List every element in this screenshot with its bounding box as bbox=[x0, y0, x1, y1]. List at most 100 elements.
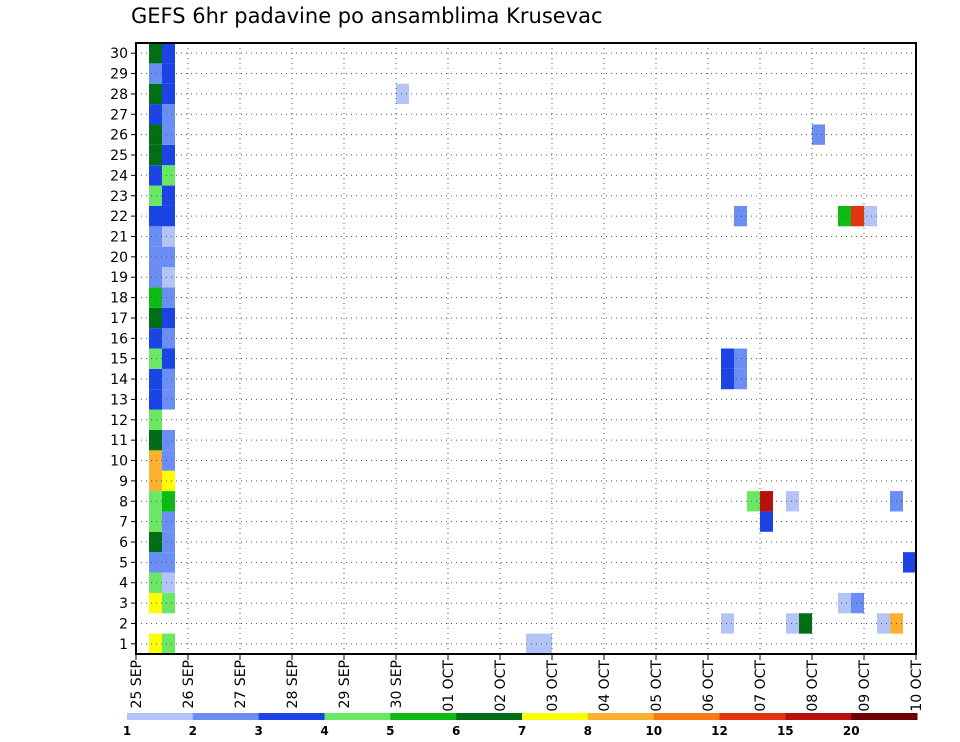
heatmap-cell bbox=[721, 368, 734, 390]
y-tick-label: 7 bbox=[119, 515, 128, 531]
y-tick-label: 27 bbox=[110, 107, 128, 123]
heatmap-cell bbox=[162, 307, 175, 329]
heatmap-cell bbox=[149, 450, 162, 471]
heatmap-cell bbox=[149, 633, 162, 654]
colorbar-label: 10 bbox=[645, 724, 662, 738]
colorbar-segment bbox=[719, 713, 786, 720]
y-tick-label: 3 bbox=[119, 596, 128, 612]
y-tick-label: 26 bbox=[110, 128, 128, 144]
heatmap-cell bbox=[162, 124, 175, 145]
heatmap-cell bbox=[149, 104, 162, 125]
y-tick-label: 23 bbox=[110, 189, 128, 205]
heatmap-cell bbox=[149, 328, 162, 349]
heatmap-cell bbox=[162, 287, 175, 308]
grid-layer bbox=[136, 43, 916, 654]
y-tick-label: 17 bbox=[110, 311, 128, 327]
colorbar-label: 12 bbox=[711, 724, 728, 738]
heatmap-cell bbox=[149, 531, 162, 553]
colorbar-label: 2 bbox=[189, 724, 197, 738]
heatmap-cell bbox=[149, 348, 162, 369]
heatmap-cell bbox=[851, 205, 864, 227]
heatmap-cell bbox=[162, 511, 175, 532]
colorbar-segment bbox=[192, 713, 260, 720]
axis-layer: 1234567891011121314151617181920212223242… bbox=[110, 46, 925, 711]
heatmap-cell bbox=[812, 124, 825, 145]
heatmap-cell bbox=[162, 552, 175, 573]
heatmap-cell bbox=[734, 348, 747, 369]
x-tick-label: 30 SEP bbox=[389, 660, 405, 708]
heatmap-cell bbox=[149, 552, 162, 573]
plot-frame bbox=[135, 42, 917, 655]
colorbar-segment bbox=[456, 713, 523, 720]
x-tick-label: 28 SEP bbox=[285, 660, 301, 708]
heatmap-cell bbox=[162, 144, 175, 166]
chart-title: GEFS 6hr padavine po ansamblima Krusevac bbox=[131, 4, 603, 28]
heatmap-cell bbox=[162, 348, 175, 369]
heatmap-cell bbox=[149, 246, 162, 268]
x-tick-label: 05 OCT bbox=[649, 660, 665, 712]
colorbar-label: 1 bbox=[123, 724, 131, 738]
heatmap-cell bbox=[149, 429, 162, 451]
colorbar-label: 5 bbox=[386, 724, 394, 738]
heatmap-cell bbox=[838, 205, 851, 227]
heatmap-cell bbox=[162, 83, 175, 105]
heatmap-cell bbox=[162, 633, 175, 654]
y-tick-label: 2 bbox=[119, 616, 128, 632]
x-tick-label: 09 OCT bbox=[857, 660, 873, 712]
colorbar-segment bbox=[587, 713, 655, 720]
heatmap-cell bbox=[149, 165, 162, 186]
heatmap-cell bbox=[162, 389, 175, 410]
x-tick-label: 07 OCT bbox=[753, 660, 769, 712]
heatmap-cell bbox=[162, 267, 175, 288]
x-tick-label: 10 OCT bbox=[909, 660, 925, 712]
heatmap-cell bbox=[149, 491, 162, 512]
y-tick-label: 10 bbox=[110, 454, 128, 470]
colorbar-segment bbox=[653, 713, 720, 720]
y-tick-label: 21 bbox=[110, 229, 128, 245]
heatmap-cell bbox=[162, 104, 175, 125]
heatmap-cell bbox=[162, 63, 175, 84]
colorbar-segment bbox=[127, 713, 194, 720]
heatmap-cell bbox=[734, 368, 747, 390]
heatmap-cell bbox=[149, 124, 162, 145]
heatmap-cell bbox=[162, 592, 175, 614]
colorbar-segment bbox=[522, 713, 589, 720]
heatmap-cell bbox=[149, 83, 162, 105]
heatmap-cell bbox=[149, 144, 162, 166]
heatmap-cell bbox=[162, 246, 175, 268]
y-tick-label: 12 bbox=[110, 413, 128, 429]
heatmap-cell bbox=[149, 226, 162, 247]
x-tick-label: 03 OCT bbox=[545, 660, 561, 712]
x-tick-label: 04 OCT bbox=[597, 660, 613, 712]
heatmap-cell bbox=[162, 531, 175, 553]
y-tick-label: 22 bbox=[110, 209, 128, 225]
heatmap-cell bbox=[149, 368, 162, 390]
y-tick-label: 9 bbox=[119, 474, 128, 490]
heatmap-cell bbox=[162, 205, 175, 227]
colorbar-segment bbox=[324, 713, 391, 720]
heatmap-cell bbox=[149, 287, 162, 308]
x-tick-label: 08 OCT bbox=[805, 660, 821, 712]
heatmap-cell bbox=[786, 491, 799, 512]
x-tick-label: 27 SEP bbox=[233, 660, 249, 708]
heatmap-cell bbox=[149, 307, 162, 329]
heatmap-cell bbox=[786, 613, 799, 634]
colorbar-segment bbox=[258, 713, 325, 720]
heatmap-cell bbox=[162, 491, 175, 512]
colorbar-label: 7 bbox=[518, 724, 526, 738]
y-tick-label: 11 bbox=[110, 433, 128, 449]
heatmap-cell bbox=[162, 165, 175, 186]
x-tick-label: 25 SEP bbox=[129, 660, 145, 708]
heatmap-cell bbox=[734, 205, 747, 227]
heatmap-cell bbox=[539, 633, 552, 654]
y-tick-label: 13 bbox=[110, 392, 128, 408]
heatmap-cell bbox=[162, 572, 175, 593]
colorbar-layer: 1 2 3 4 5 6 7 8 10 12 15 20 bbox=[123, 713, 918, 738]
y-tick-label: 19 bbox=[110, 270, 128, 286]
x-tick-label: 02 OCT bbox=[493, 660, 509, 712]
y-tick-label: 5 bbox=[119, 555, 128, 571]
heatmap-cell bbox=[149, 205, 162, 227]
heatmap-cell bbox=[162, 450, 175, 471]
heatmap-cell bbox=[162, 470, 175, 492]
